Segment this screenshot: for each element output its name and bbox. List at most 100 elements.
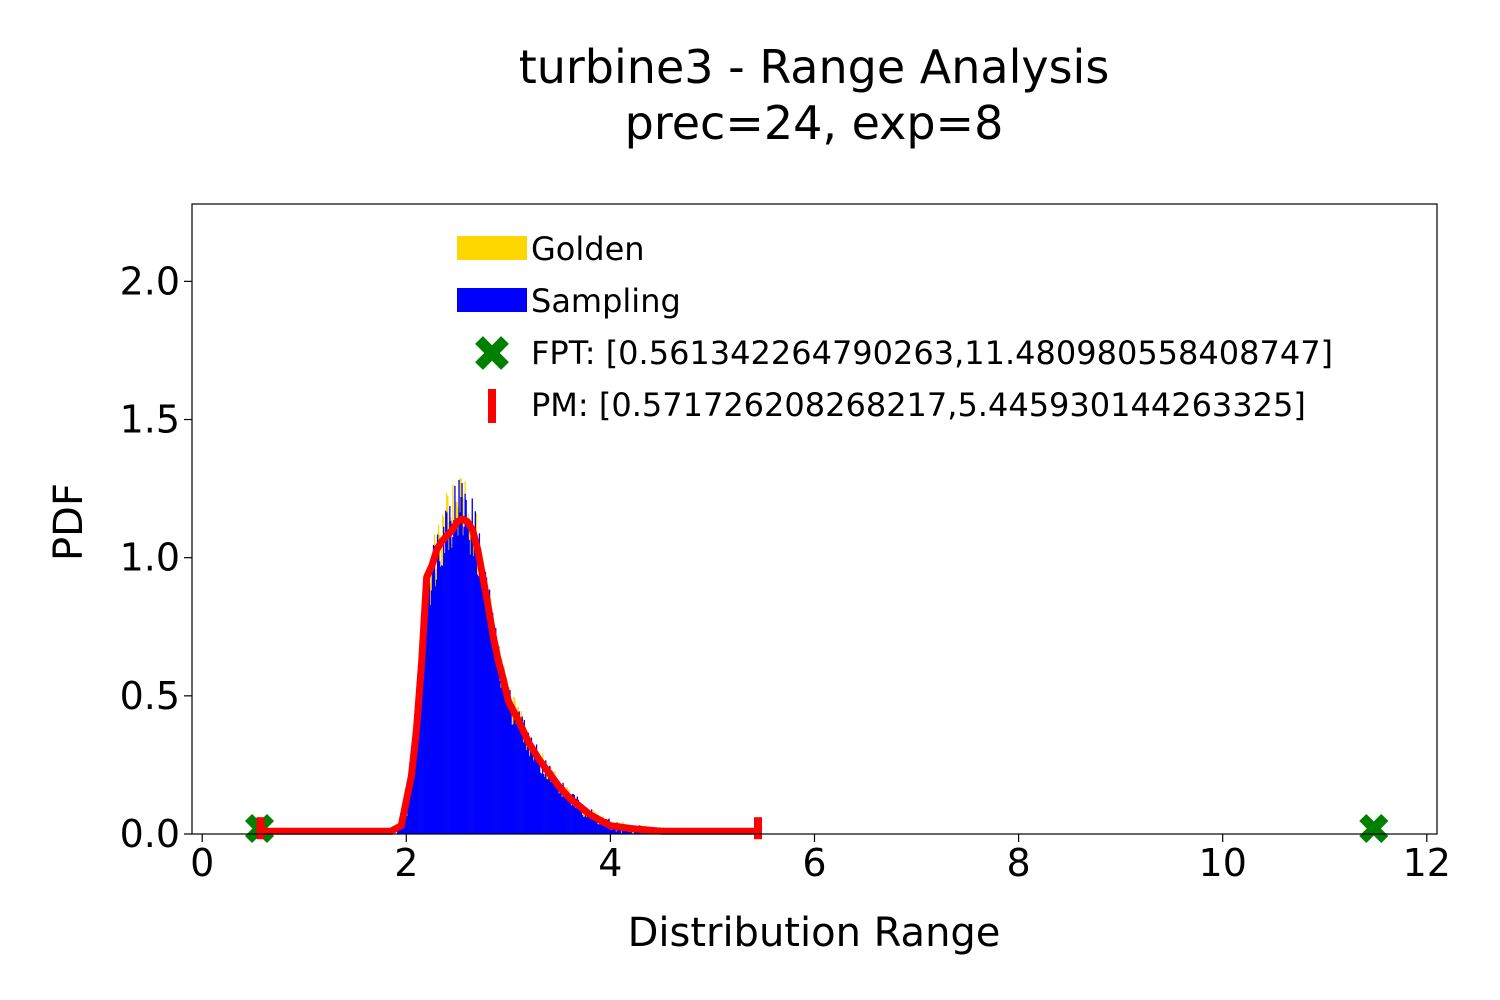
sampling-bar	[472, 556, 474, 834]
sampling-bar	[584, 814, 587, 834]
legend-golden-swatch	[457, 236, 527, 260]
sampling-bar	[516, 723, 518, 834]
sampling-bar	[536, 752, 539, 834]
sampling-bar	[456, 526, 458, 834]
sampling-bar	[481, 585, 484, 834]
sampling-bar	[434, 586, 437, 834]
sampling-bar	[560, 786, 562, 834]
sampling-bar	[454, 485, 456, 834]
sampling-bar	[413, 765, 415, 834]
sampling-bar	[451, 547, 453, 834]
sampling-bar	[602, 819, 604, 834]
sampling-bar	[496, 653, 498, 834]
sampling-bar	[551, 770, 553, 834]
sampling-bar	[435, 579, 438, 834]
sampling-bar	[515, 724, 517, 834]
sampling-bar	[556, 778, 558, 834]
sampling-bar	[606, 823, 608, 834]
sampling-bar	[549, 765, 551, 834]
sampling-bar	[458, 479, 460, 834]
sampling-bar	[466, 527, 468, 834]
sampling-bar	[543, 773, 545, 834]
y-axis-label: PDF	[46, 483, 92, 561]
sampling-bar	[539, 773, 542, 834]
sampling-bar	[469, 554, 471, 834]
sampling-bar	[473, 536, 475, 834]
golden-bar	[632, 831, 635, 834]
sampling-bar	[436, 534, 439, 834]
sampling-bar	[480, 570, 483, 834]
sampling-bar	[430, 590, 433, 834]
sampling-bar	[538, 765, 541, 834]
sampling-bar	[478, 533, 481, 834]
sampling-bar	[579, 811, 582, 834]
sampling-bar	[506, 692, 508, 834]
sampling-bar	[477, 576, 480, 834]
sampling-bar	[578, 802, 581, 834]
sampling-bar	[595, 815, 597, 834]
sampling-bar	[482, 575, 485, 834]
sampling-bar	[405, 810, 407, 834]
sampling-bar	[565, 798, 567, 834]
sampling-bar	[572, 794, 574, 834]
sampling-bar	[479, 553, 482, 834]
sampling-bar	[567, 794, 569, 834]
sampling-bar	[468, 539, 470, 834]
sampling-bar	[409, 781, 411, 834]
sampling-bar	[526, 733, 529, 834]
sampling-bar	[587, 816, 590, 834]
sampling-bar	[557, 781, 559, 834]
sampling-bar	[471, 498, 473, 834]
sampling-bar	[586, 814, 589, 834]
sampling-bar	[444, 553, 446, 834]
sampling-bar	[442, 565, 444, 834]
sampling-bar	[534, 753, 537, 834]
sampling-bar	[562, 782, 564, 834]
sampling-bar	[492, 612, 494, 834]
sampling-bar	[571, 793, 573, 834]
pm-range-marker	[256, 817, 265, 840]
sampling-bar	[613, 827, 615, 834]
sampling-bar	[617, 827, 619, 834]
sampling-bar	[626, 830, 629, 834]
sampling-bar	[445, 510, 447, 834]
sampling-bar	[512, 724, 514, 834]
sampling-bar	[439, 566, 442, 834]
sampling-bar	[460, 497, 462, 834]
sampling-bar	[594, 815, 596, 834]
y-tick-label: 0.0	[120, 812, 180, 856]
sampling-bar	[580, 808, 583, 834]
sampling-bar	[542, 759, 544, 834]
sampling-bar	[531, 747, 534, 834]
sampling-bar	[547, 779, 549, 834]
sampling-bar	[417, 714, 419, 834]
sampling-bar	[453, 520, 455, 834]
x-tick-label: 12	[1403, 841, 1451, 885]
sampling-bar	[418, 693, 420, 834]
golden-bar	[615, 826, 617, 834]
sampling-bar	[408, 788, 410, 834]
sampling-bar	[518, 711, 520, 834]
sampling-bar	[508, 694, 510, 834]
sampling-bar	[495, 628, 497, 834]
sampling-bar	[432, 544, 435, 834]
sampling-bar	[574, 807, 576, 834]
sampling-bar	[521, 716, 523, 834]
sampling-bar	[447, 538, 449, 834]
x-tick-label: 4	[598, 841, 622, 885]
sampling-bar	[519, 717, 521, 834]
sampling-bar	[485, 577, 488, 834]
sampling-bar	[581, 815, 584, 834]
sampling-bar	[561, 796, 563, 834]
sampling-bar	[412, 757, 414, 834]
sampling-bar	[532, 760, 535, 834]
sampling-bar	[507, 700, 509, 834]
x-tick-label: 0	[190, 841, 214, 885]
pm-range-marker	[754, 817, 762, 840]
sampling-bar	[437, 548, 440, 834]
sampling-bar	[498, 646, 500, 834]
sampling-bar	[420, 649, 422, 834]
sampling-bar	[411, 770, 413, 834]
x-tick-label: 6	[802, 841, 826, 885]
sampling-bar	[609, 825, 611, 834]
